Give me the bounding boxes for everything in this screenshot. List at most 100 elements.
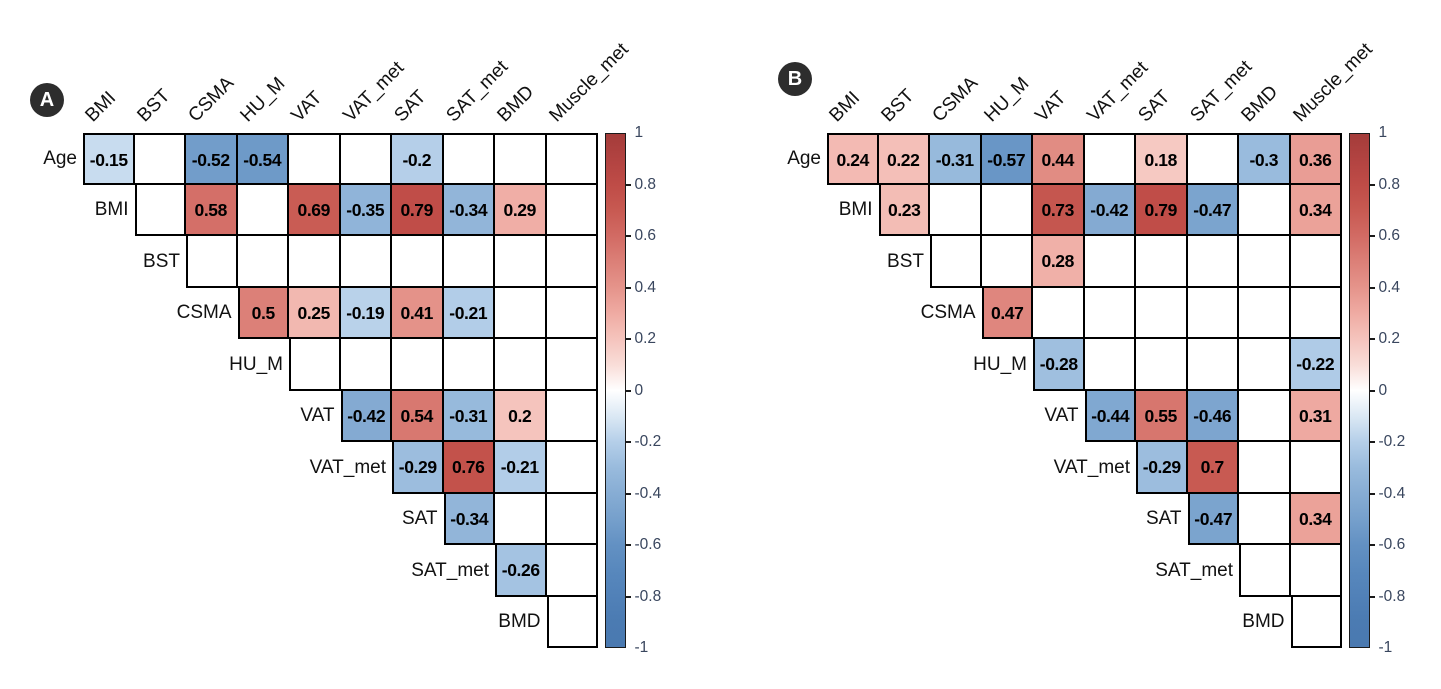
- matrix-cell: [1239, 184, 1291, 236]
- matrix-cell: 0.44: [1033, 133, 1085, 185]
- matrix-cell: [1136, 287, 1188, 339]
- matrix-cell: [1187, 339, 1239, 391]
- matrix-cell: -0.15: [83, 133, 135, 185]
- colorbar-tick-label: 0: [1378, 381, 1388, 399]
- colorbar-tick-mark: [1369, 235, 1375, 237]
- matrix-cell: [1239, 287, 1291, 339]
- matrix-cell: -0.3: [1239, 133, 1291, 185]
- col-label: SAT: [1134, 86, 1175, 127]
- colorbar-tick-mark: [1369, 492, 1375, 495]
- matrix-cell: 0.24: [827, 133, 879, 185]
- matrix-cell: -0.28: [1033, 339, 1085, 391]
- row-label: VAT: [1044, 405, 1079, 427]
- matrix-cell: [443, 133, 495, 185]
- matrix-cell: -0.35: [340, 184, 392, 236]
- matrix-cell: -0.31: [930, 133, 982, 185]
- row-label: VAT_met: [1053, 456, 1130, 478]
- matrix-cell: [1239, 442, 1291, 494]
- colorbar-tick-label: 0.8: [1378, 175, 1401, 193]
- matrix-cell: [392, 339, 444, 391]
- matrix-cell: [134, 133, 186, 185]
- row-label: Age: [787, 147, 821, 169]
- row-label: BST: [887, 250, 924, 272]
- matrix-cell: [237, 184, 289, 236]
- row-label: BMI: [94, 199, 129, 221]
- colorbar-tick-mark: [625, 389, 631, 392]
- row-label: CSMA: [920, 302, 976, 324]
- matrix-cell: [546, 133, 598, 185]
- matrix-cell: 0.41: [392, 287, 444, 339]
- panel-label-badge: A: [30, 83, 64, 117]
- matrix-cell: [1084, 339, 1136, 391]
- matrix-cell: 0.5: [237, 287, 289, 339]
- matrix-cell: -0.52: [186, 133, 238, 185]
- matrix-cell: -0.47: [1187, 184, 1239, 236]
- colorbar-tick-mark: [1369, 595, 1375, 598]
- colorbar-tick-label: -0.6: [1378, 536, 1406, 553]
- matrix-cell: [340, 236, 392, 288]
- colorbar-tick-mark: [625, 235, 631, 237]
- row-label: VAT_met: [309, 456, 386, 478]
- matrix-cell: [1239, 493, 1291, 545]
- matrix-cell: [1239, 545, 1291, 597]
- colorbar-tick-label: 0.8: [634, 175, 657, 193]
- colorbar-tick-mark: [1369, 286, 1375, 289]
- matrix-cell: [1187, 287, 1239, 339]
- matrix-cell: -0.42: [340, 390, 392, 442]
- matrix-cell: 0.73: [1033, 184, 1085, 236]
- colorbar-tick-mark: [625, 338, 631, 340]
- matrix-cell: [289, 133, 341, 185]
- matrix-cell: [1239, 339, 1291, 391]
- colorbar-tick-mark: [625, 441, 631, 443]
- matrix-cell: -0.22: [1290, 339, 1342, 391]
- matrix-cell: [1239, 390, 1291, 442]
- colorbar-tick-mark: [625, 492, 631, 495]
- matrix-cell: 0.29: [495, 184, 547, 236]
- matrix-cell: -0.21: [495, 442, 547, 494]
- matrix-cell: 0.7: [1187, 442, 1239, 494]
- row-label: BST: [143, 250, 180, 272]
- matrix-cell: 0.36: [1290, 133, 1342, 185]
- matrix-cell: 0.25: [289, 287, 341, 339]
- matrix-cell: [495, 236, 547, 288]
- colorbar-tick-label: -0.4: [1378, 484, 1406, 502]
- matrix-cell: 0.47: [981, 287, 1033, 339]
- colorbar-tick-label: 1: [1378, 124, 1388, 141]
- matrix-cell: [1290, 287, 1342, 339]
- matrix-cell: [546, 545, 598, 597]
- matrix-cell: [340, 133, 392, 185]
- matrix-cell: [1290, 545, 1342, 597]
- colorbar-tick-mark: [1369, 338, 1375, 340]
- matrix-cell: -0.42: [1084, 184, 1136, 236]
- matrix-cell: 0.54: [392, 390, 444, 442]
- colorbar-tick-label: 0.6: [1378, 227, 1401, 244]
- matrix-cell: 0.2: [495, 390, 547, 442]
- colorbar-tick-label: 1: [634, 124, 644, 141]
- colorbar-tick-label: 0.6: [634, 227, 657, 244]
- matrix-cell: 0.58: [186, 184, 238, 236]
- colorbar-tick-label: 0.2: [634, 330, 657, 347]
- matrix-cell: [1136, 236, 1188, 288]
- col-label: BMD: [1237, 81, 1283, 127]
- colorbar-tick-label: -0.2: [1378, 433, 1406, 450]
- matrix-cell: [134, 184, 186, 236]
- matrix-cell: [237, 236, 289, 288]
- colorbar-tick-label: -1: [634, 639, 649, 656]
- col-label: BST: [876, 85, 918, 127]
- colorbar-tick-mark: [1369, 441, 1375, 443]
- matrix-cell: [546, 339, 598, 391]
- colorbar-tick-mark: [1369, 183, 1375, 186]
- row-label: SAT: [401, 508, 438, 530]
- matrix-cell: [289, 339, 341, 391]
- col-label: VAT: [1031, 87, 1071, 127]
- colorbar-tick-label: -0.2: [634, 433, 662, 450]
- matrix-cell: -0.21: [443, 287, 495, 339]
- matrix-cell: [1033, 287, 1085, 339]
- row-label: BMD: [1242, 611, 1285, 633]
- matrix-cell: 0.34: [1290, 493, 1342, 545]
- colorbar-tick-mark: [625, 595, 631, 598]
- row-label: BMD: [498, 611, 541, 633]
- matrix-cell: 0.55: [1136, 390, 1188, 442]
